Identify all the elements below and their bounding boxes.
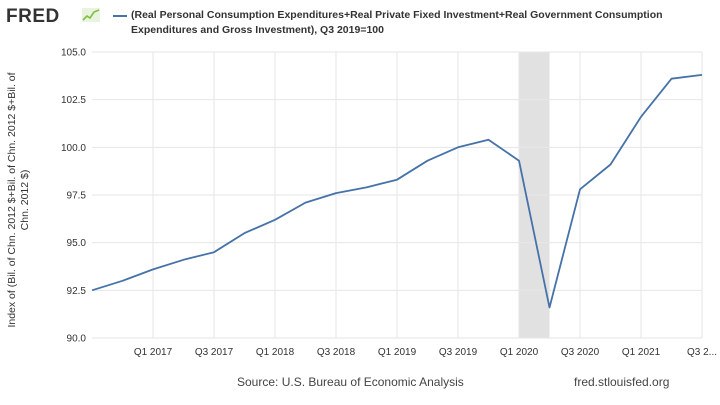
x-tick-label: Q1 2020 (500, 347, 539, 358)
x-tick-label: Q3 2017 (195, 347, 234, 358)
y-tick-label: 100.0 (61, 143, 86, 154)
footer-url[interactable]: fred.stlouisfed.org (574, 375, 670, 389)
x-tick-label: Q3 2019 (439, 347, 478, 358)
y-tick-label: 90.0 (67, 334, 87, 345)
y-tick-label: 97.5 (67, 191, 87, 202)
x-tick-label: Q3 2020 (561, 347, 600, 358)
y-tick-label: 95.0 (67, 238, 87, 249)
legend-series-label: (Real Personal Consumption Expenditures+… (131, 9, 663, 36)
fred-logo-graph-icon (82, 8, 100, 22)
x-tick-label: Q3 2... (687, 347, 717, 358)
legend-series-swatch (113, 15, 127, 17)
x-tick-label: Q3 2018 (317, 347, 356, 358)
y-tick-label: 102.5 (61, 95, 86, 106)
x-tick-label: Q1 2017 (134, 347, 173, 358)
footer-source: Source: U.S. Bureau of Economic Analysis (237, 375, 464, 389)
chart-header: FRED (Real Personal Consumption Expendit… (0, 0, 720, 44)
x-tick-label: Q1 2018 (256, 347, 295, 358)
series-line (91, 74, 703, 309)
y-tick-label: 92.5 (67, 286, 87, 297)
x-tick-label: Q1 2021 (622, 347, 661, 358)
x-tick-label: Q1 2019 (378, 347, 417, 358)
y-tick-label: 105.0 (61, 48, 86, 59)
fred-logo: FRED (6, 6, 60, 27)
